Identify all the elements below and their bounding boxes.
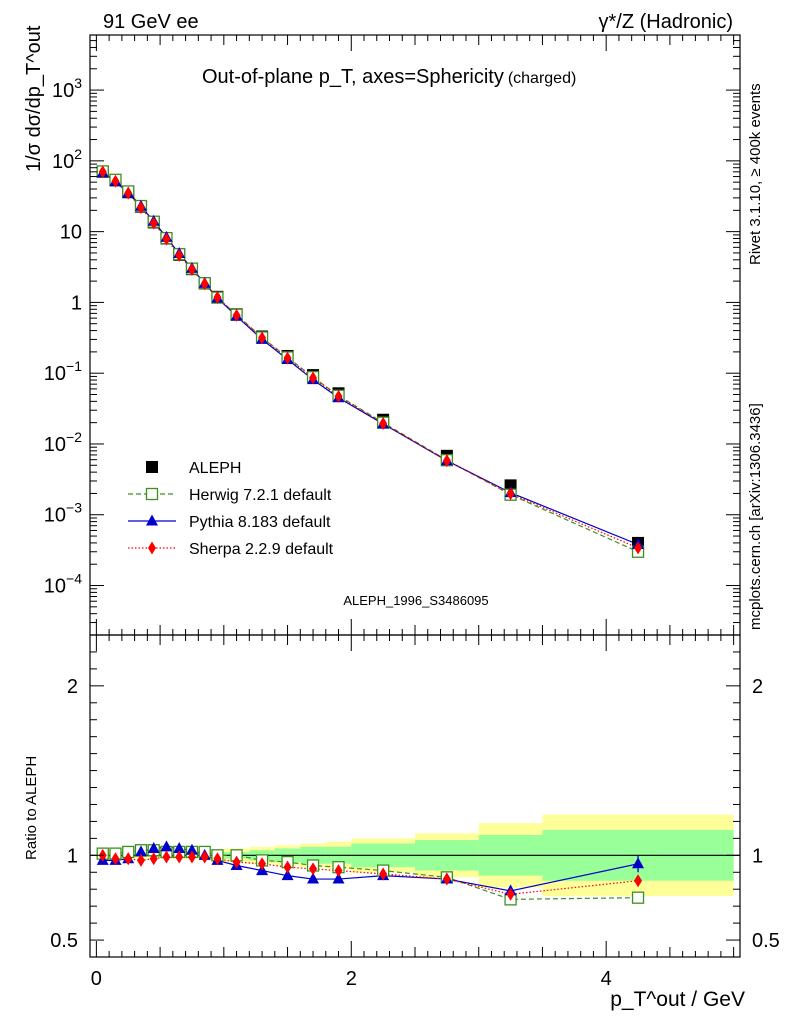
analysis-id: ALEPH_1996_S3486095 [343,593,488,608]
main-point-sherpa [162,232,171,246]
ratio-point-sherpa [634,874,643,888]
ratio-point-sherpa [124,852,133,866]
main-point-sherpa [98,165,107,179]
ratio-point-pythia [173,842,186,854]
legend-marker-pythia [146,514,158,526]
main-point-sherpa [258,331,267,345]
main-point-sherpa [200,277,209,291]
ratio-point-sherpa [149,852,158,866]
ratio-y-label: Ratio to ALEPH [23,756,40,860]
header-right: γ*/Z (Hadronic) [599,11,733,33]
ratio-point-sherpa [258,857,267,871]
ratio-point-sherpa [379,867,388,881]
ratio-point-sherpa [200,850,209,864]
main-point-sherpa [232,308,241,322]
main-y-tick-label: 10−3 [44,500,82,527]
ratio-point-sherpa [506,887,515,901]
ratio-point-sherpa [442,872,451,886]
main-point-sherpa [213,290,222,304]
main-point-sherpa [175,248,184,262]
plot-title-suffix: (charged) [508,70,576,87]
plot-title: Out-of-plane p_T, axes=Sphericity (charge… [202,66,576,88]
ratio-point-sherpa [283,860,292,874]
main-y-tick-label: 10−4 [44,571,82,598]
ratio-y-tick-label-right: 2 [752,676,763,698]
main-y-tick-label: 10−2 [44,429,82,456]
legend-marker-data [146,461,158,473]
legend-marker-sherpa [148,541,156,555]
main-point-sherpa [506,487,515,501]
legend-label-herwig: Herwig 7.2.1 default [189,487,332,504]
main-point-sherpa [283,351,292,365]
main-line-herwig [102,170,639,553]
x-tick-label: 4 [601,968,612,990]
ratio-y-tick-label: 1 [67,845,78,867]
main-y-tick-label: 10 [60,222,82,244]
ratio-point-sherpa [309,862,318,876]
main-point-sherpa [149,216,158,230]
ratio-panel-frame [89,634,741,958]
main-y-tick-label: 10−1 [44,358,82,385]
x-axis-label: p_T^out / GeV [610,988,745,1011]
main-point-data [504,479,517,492]
ratio-plot-layer [90,840,740,906]
rivet-label: Rivet 3.1.10, ≥ 400k events [747,83,764,265]
ratio-point-sherpa [111,852,120,866]
main-point-sherpa [309,371,318,385]
ratio-point-sherpa [232,855,241,869]
main-point-sherpa [634,541,643,555]
ratio-point-sherpa [136,853,145,867]
main-point-sherpa [334,389,343,403]
legend: ALEPH Herwig 7.2.1 default Pythia 8.183 de… [128,460,334,558]
main-point-sherpa [187,262,196,276]
ratio-point-pythia [134,845,147,857]
main-line-sherpa [102,171,639,549]
main-plot-layer [96,165,645,558]
main-y-tick-label: 103 [52,75,82,102]
ratio-point-pythia [332,872,345,884]
main-point-sherpa [124,186,133,200]
main-point-sherpa [136,201,145,215]
legend-label-data: ALEPH [189,460,241,477]
main-y-tick-label: 1 [71,292,82,314]
x-tick-label: 2 [346,968,357,990]
main-line-pythia [102,172,639,546]
ratio-point-sherpa [187,850,196,864]
ratio-point-sherpa [162,850,171,864]
ratio-point-pythia [281,869,294,881]
ratio-point-sherpa [213,852,222,866]
ratio-point-pythia [185,843,198,855]
header-left: 91 GeV ee [103,11,199,33]
ratio-point-pythia [160,840,173,852]
axes-layer: 10−4 10−3 10−2 10−1 1 10 102 103 0 2 4 0.5 0.5 1 1 2 2 [44,34,780,990]
legend-marker-herwig [145,487,159,501]
ratio-point-pythia [307,872,320,884]
ratio-point-pythia [147,842,160,854]
ratio-y-tick-label: 0.5 [50,930,78,952]
ratio-y-tick-label-right: 0.5 [752,930,780,952]
plot-title-text: Out-of-plane p_T, axes=Sphericity [202,66,504,88]
legend-label-sherpa: Sherpa 2.2.9 default [189,541,334,558]
main-point-sherpa [111,174,120,188]
ratio-point-sherpa [175,850,184,864]
ratio-point-sherpa [334,864,343,878]
main-y-tick-label: 102 [52,146,82,173]
mcplots-label: mcplots.cern.ch [arXiv:1306.3436] [747,403,764,630]
legend-label-pythia: Pythia 8.183 default [189,514,331,531]
main-point-sherpa [442,454,451,468]
x-tick-label: 0 [91,968,102,990]
ratio-y-tick-label: 2 [67,676,78,698]
main-y-label: 1/σ dσ/dp_T^out [23,25,45,172]
ratio-y-tick-label-right: 1 [752,845,763,867]
ratio-point-pythia [632,857,645,869]
main-point-sherpa [379,416,388,430]
ratio-point-herwig [631,891,645,904]
